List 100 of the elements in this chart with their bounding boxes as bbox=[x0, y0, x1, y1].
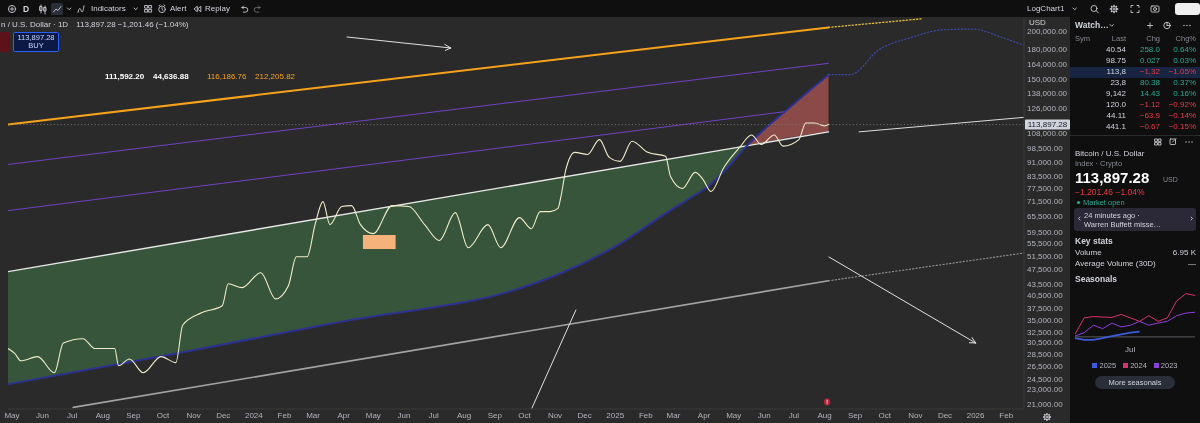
x-tick-label: Feb bbox=[999, 410, 1014, 420]
text: −1.05% bbox=[1168, 67, 1196, 76]
y-tick-label: 26,500.00 bbox=[1027, 361, 1064, 371]
x-tick-label: Dec bbox=[216, 410, 231, 420]
y-tick-label: 83,500.00 bbox=[1027, 171, 1064, 181]
text: Volume bbox=[1075, 248, 1102, 257]
text: 9,142 bbox=[1105, 89, 1126, 98]
x-tick-label: Nov bbox=[547, 410, 563, 420]
x-tick-label: Nov bbox=[908, 410, 923, 420]
text: 44.11 bbox=[1106, 111, 1126, 120]
x-tick-label: Jun bbox=[397, 410, 411, 420]
line-series bbox=[8, 73, 830, 386]
x-tick-label: Jun bbox=[36, 410, 50, 420]
text: 14.43 bbox=[1139, 89, 1160, 98]
y-tick-label: 150,000.00 bbox=[1027, 74, 1068, 84]
text: 120.0 bbox=[1105, 100, 1126, 109]
text: −0.15% bbox=[1168, 122, 1196, 131]
text: 0.64% bbox=[1173, 45, 1196, 54]
text: Key stats bbox=[1075, 236, 1113, 246]
x-tick-label: Sep bbox=[126, 410, 142, 420]
text: Jul bbox=[1125, 345, 1136, 354]
y-tick-label: 40,500.00 bbox=[1027, 291, 1064, 301]
text: 0.37% bbox=[1173, 78, 1196, 87]
text: Indicators bbox=[91, 4, 126, 13]
text: 0.16% bbox=[1173, 89, 1196, 98]
y-tick-label: 23,000.00 bbox=[1027, 385, 1064, 394]
y-tick-label: 126,000.00 bbox=[1027, 103, 1068, 113]
text: −63.9 bbox=[1139, 111, 1160, 120]
x-tick-label: 2026 bbox=[966, 410, 986, 420]
x-tick-label: Oct bbox=[518, 410, 532, 420]
text: −1.12 bbox=[1139, 100, 1160, 109]
text: 0.03% bbox=[1173, 56, 1196, 65]
y-tick-label: 71,500.00 bbox=[1027, 197, 1064, 207]
y-tick-label: 55,500.00 bbox=[1027, 239, 1064, 249]
y-tick-label: 51,500.00 bbox=[1027, 251, 1064, 261]
chart-title: n / U.S. Dollar · 1D bbox=[1, 20, 69, 29]
x-tick-label: Aug bbox=[95, 410, 110, 420]
text: 23,8 bbox=[1110, 78, 1126, 87]
text: 98.75 bbox=[1105, 56, 1126, 65]
y-tick-label: 35,000.00 bbox=[1027, 315, 1064, 325]
x-tick-label: Apr bbox=[337, 410, 351, 420]
y-tick-label: 32,500.00 bbox=[1027, 327, 1064, 337]
text: −0.14% bbox=[1168, 111, 1196, 120]
x-tick-label: Dec bbox=[577, 410, 592, 420]
y-tick-label: 108,000.00 bbox=[1027, 129, 1068, 139]
y-tick-label: 200,000.00 bbox=[1027, 27, 1068, 37]
x-tick-label: Sep bbox=[487, 410, 503, 420]
y-tick-label: 59,500.00 bbox=[1027, 227, 1064, 237]
x-tick-label: 2025 bbox=[606, 410, 625, 420]
y-tick-label: 24,500.00 bbox=[1027, 374, 1064, 384]
annotation: 212,205.82 bbox=[255, 72, 296, 81]
annotation: 111,592.20 bbox=[105, 72, 145, 81]
text: Alert bbox=[170, 4, 187, 13]
text: — bbox=[1188, 259, 1196, 268]
x-tick-label: Mar bbox=[306, 410, 321, 420]
y-tick-label: 37,500.00 bbox=[1027, 304, 1064, 314]
text: USD bbox=[1029, 17, 1046, 27]
ref-line-label: 113,897.28 bbox=[1027, 120, 1068, 130]
x-tick-label: Dec bbox=[937, 410, 953, 420]
text: −1,201.46 −1.04% bbox=[1075, 187, 1145, 197]
text: Bitcoin / U.S. Dollar bbox=[1075, 149, 1145, 158]
annotation: 116,186.76 bbox=[207, 72, 247, 81]
text: −0.92% bbox=[1168, 100, 1196, 109]
x-tick-label: Apr bbox=[697, 410, 711, 420]
x-tick-label: Oct bbox=[156, 410, 171, 420]
text: Replay bbox=[205, 4, 230, 13]
x-tick-label: 2024 bbox=[244, 410, 264, 420]
text: LogChart1 bbox=[1027, 4, 1065, 13]
x-tick-label: Jul bbox=[67, 410, 78, 420]
x-tick-label: May bbox=[365, 410, 381, 420]
x-tick-label: Jun bbox=[757, 410, 771, 420]
y-tick-label: 77,500.00 bbox=[1027, 184, 1064, 194]
x-tick-label: Aug bbox=[457, 410, 472, 420]
y-tick-label: 30,500.00 bbox=[1027, 338, 1064, 348]
y-tick-label: 65,500.00 bbox=[1027, 211, 1064, 221]
y-tick-label: 47,500.00 bbox=[1027, 265, 1064, 275]
y-tick-label: 43,500.00 bbox=[1027, 279, 1064, 289]
y-tick-label: 21,000.00 bbox=[1027, 400, 1064, 410]
y-tick-label: 91,000.00 bbox=[1027, 157, 1064, 167]
text: 6.95 K bbox=[1172, 248, 1196, 257]
y-tick-label: 180,000.00 bbox=[1027, 44, 1068, 54]
text: Watch… bbox=[1075, 20, 1109, 30]
x-tick-label: Feb bbox=[277, 410, 292, 420]
text: D bbox=[23, 3, 30, 14]
x-tick-label: Jul bbox=[788, 410, 800, 420]
text: Average Volume (30D) bbox=[1075, 259, 1156, 268]
y-tick-label: 28,500.00 bbox=[1027, 349, 1064, 359]
line-series bbox=[8, 122, 830, 374]
y-tick-label: 98,500.00 bbox=[1027, 144, 1064, 154]
x-tick-label: Feb bbox=[638, 410, 654, 420]
x-tick-label: Aug bbox=[817, 410, 832, 420]
x-tick-label: Sep bbox=[848, 410, 863, 420]
text: 441.1 bbox=[1105, 122, 1126, 131]
text: −1,32 bbox=[1139, 67, 1160, 76]
text: 113,8 bbox=[1106, 67, 1126, 76]
x-tick-label: Oct bbox=[878, 410, 892, 420]
x-tick-label: Mar bbox=[666, 410, 681, 420]
line-series bbox=[827, 28, 1024, 76]
x-tick-label: May bbox=[4, 410, 20, 420]
x-tick-label: May bbox=[726, 410, 742, 420]
